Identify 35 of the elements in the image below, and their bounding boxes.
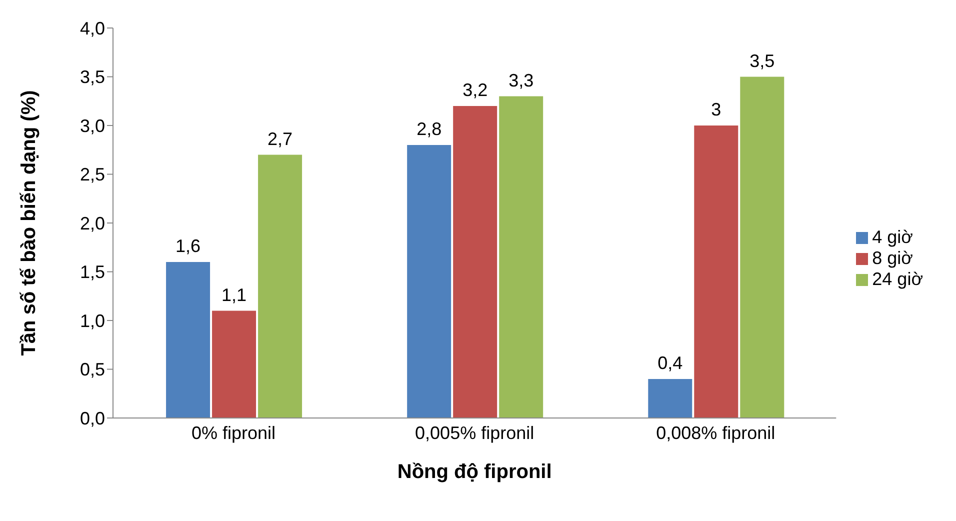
bar — [499, 96, 544, 418]
bar — [740, 76, 784, 418]
legend-label: 8 giờ — [872, 248, 913, 268]
bar — [166, 262, 210, 418]
data-label: 3,3 — [508, 70, 534, 90]
y-axis-title: Tần số tế bào biến dạng (%) — [18, 90, 40, 356]
y-tick-label: 3,0 — [80, 116, 105, 136]
y-tick-label: 0,0 — [80, 408, 105, 428]
data-label: 1,6 — [176, 236, 201, 256]
y-tick-label: 4,0 — [80, 18, 105, 38]
y-tick-label: 0,5 — [80, 360, 105, 380]
y-tick-label: 2,5 — [80, 164, 105, 185]
data-label: 1,1 — [222, 284, 247, 305]
data-label: 3 — [711, 100, 722, 120]
y-tick-label: 2,0 — [80, 213, 105, 234]
data-label: 3,2 — [462, 80, 488, 100]
bar — [407, 145, 452, 418]
bar — [648, 379, 692, 418]
x-tick-label: 0% fipronil — [192, 422, 276, 443]
bar — [453, 106, 498, 418]
y-tick-label: 3,5 — [80, 67, 105, 88]
x-tick-label: 0,008% fipronil — [656, 422, 776, 443]
bar — [258, 154, 302, 418]
bar — [694, 126, 738, 418]
data-label: 3,5 — [750, 50, 775, 71]
data-label: 2,8 — [416, 119, 442, 139]
x-tick-label: 0,005% fipronil — [415, 422, 534, 443]
legend-label: 24 giờ — [872, 268, 923, 288]
y-tick-label: 1,0 — [80, 310, 105, 331]
data-label: 0,4 — [658, 353, 683, 373]
y-tick-label: 1,5 — [80, 262, 105, 282]
legend-label: 4 giờ — [872, 226, 913, 246]
data-label: 2,7 — [268, 128, 293, 149]
bar — [212, 310, 256, 418]
x-axis-title: Nồng độ fipronil — [397, 461, 552, 483]
